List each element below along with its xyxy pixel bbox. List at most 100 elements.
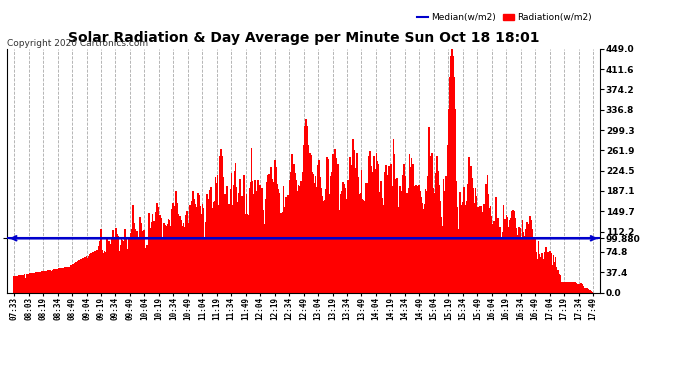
Bar xyxy=(128,237,130,292)
Bar xyxy=(144,230,145,292)
Bar xyxy=(569,282,571,292)
Bar xyxy=(222,177,224,292)
Bar xyxy=(467,184,469,292)
Bar xyxy=(365,183,367,292)
Bar xyxy=(419,191,421,292)
Bar xyxy=(327,184,328,292)
Bar xyxy=(306,126,308,292)
Bar xyxy=(233,171,235,292)
Bar xyxy=(43,271,44,292)
Bar xyxy=(444,201,446,292)
Bar xyxy=(20,275,21,292)
Bar xyxy=(480,206,482,292)
Bar xyxy=(370,166,372,292)
Bar xyxy=(23,274,26,292)
Bar xyxy=(116,234,117,292)
Bar xyxy=(473,203,475,292)
Bar xyxy=(491,216,492,292)
Bar xyxy=(385,165,387,292)
Bar xyxy=(524,236,526,292)
Bar xyxy=(30,273,32,292)
Bar xyxy=(217,205,219,292)
Bar xyxy=(438,185,440,292)
Bar xyxy=(411,166,413,292)
Bar xyxy=(140,223,142,292)
Bar xyxy=(574,282,576,292)
Bar xyxy=(136,231,137,292)
Bar xyxy=(48,270,50,292)
Bar xyxy=(460,192,461,292)
Bar xyxy=(384,172,386,292)
Bar xyxy=(509,240,510,292)
Bar xyxy=(313,174,315,292)
Bar xyxy=(565,282,566,292)
Bar xyxy=(571,282,572,292)
Bar xyxy=(504,219,505,292)
Bar xyxy=(256,191,258,292)
Title: Solar Radiation & Day Average per Minute Sun Oct 18 18:01: Solar Radiation & Day Average per Minute… xyxy=(68,31,540,45)
Bar xyxy=(177,214,179,292)
Bar xyxy=(185,215,186,292)
Bar xyxy=(343,200,344,292)
Bar xyxy=(514,218,516,292)
Bar xyxy=(372,172,374,292)
Bar xyxy=(573,282,574,292)
Bar xyxy=(173,206,175,292)
Bar xyxy=(250,148,253,292)
Bar xyxy=(336,170,338,292)
Bar xyxy=(207,213,209,292)
Bar xyxy=(532,239,533,292)
Bar xyxy=(243,175,245,292)
Bar xyxy=(33,273,34,292)
Bar xyxy=(117,236,119,292)
Bar xyxy=(96,250,98,292)
Bar xyxy=(397,178,398,292)
Bar xyxy=(472,178,473,292)
Bar xyxy=(558,270,559,292)
Bar xyxy=(395,183,397,292)
Bar xyxy=(579,284,581,292)
Bar xyxy=(295,173,297,292)
Bar xyxy=(470,166,471,292)
Bar xyxy=(473,188,474,292)
Bar xyxy=(352,139,354,292)
Bar xyxy=(204,237,205,292)
Bar xyxy=(141,231,143,292)
Bar xyxy=(386,180,388,292)
Bar xyxy=(227,209,228,292)
Bar xyxy=(562,282,564,292)
Bar xyxy=(328,194,331,292)
Bar xyxy=(391,172,393,292)
Bar xyxy=(63,268,65,292)
Bar xyxy=(202,209,204,292)
Bar xyxy=(184,227,186,292)
Legend: Median(w/m2), Radiation(w/m2): Median(w/m2), Radiation(w/m2) xyxy=(413,9,595,26)
Bar xyxy=(338,210,339,292)
Bar xyxy=(168,219,169,292)
Bar xyxy=(408,188,409,292)
Bar xyxy=(451,49,453,292)
Bar xyxy=(87,258,88,292)
Bar xyxy=(50,271,52,292)
Bar xyxy=(109,244,111,292)
Bar xyxy=(484,213,486,292)
Bar xyxy=(237,205,238,292)
Bar xyxy=(155,212,157,292)
Bar xyxy=(186,211,188,292)
Bar xyxy=(469,195,471,292)
Bar xyxy=(344,189,346,292)
Bar xyxy=(518,226,520,292)
Bar xyxy=(233,184,235,292)
Bar xyxy=(61,268,63,292)
Bar xyxy=(424,204,426,292)
Bar xyxy=(242,198,244,292)
Bar xyxy=(346,209,348,292)
Bar xyxy=(542,253,543,292)
Bar xyxy=(495,197,497,292)
Bar xyxy=(28,280,29,292)
Bar xyxy=(544,252,546,292)
Bar xyxy=(134,234,135,292)
Bar xyxy=(433,195,435,292)
Bar xyxy=(251,181,253,292)
Bar xyxy=(188,223,190,292)
